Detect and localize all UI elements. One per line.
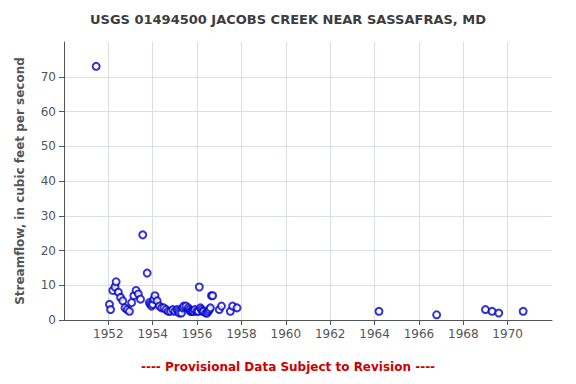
svg-text:1958: 1958 <box>226 327 257 341</box>
svg-text:1954: 1954 <box>137 327 168 341</box>
svg-text:0: 0 <box>48 313 56 327</box>
svg-text:Streamflow, in cubic feet per: Streamflow, in cubic feet per second <box>13 57 27 305</box>
svg-text:30: 30 <box>41 209 56 223</box>
svg-text:60: 60 <box>41 105 56 119</box>
svg-text:1960: 1960 <box>271 327 302 341</box>
svg-text:1970: 1970 <box>492 327 523 341</box>
svg-text:1952: 1952 <box>93 327 124 341</box>
svg-text:10: 10 <box>41 278 56 292</box>
svg-text:70: 70 <box>41 70 56 84</box>
svg-text:USGS 01494500 JACOBS CREEK NEA: USGS 01494500 JACOBS CREEK NEAR SASSAFRA… <box>90 12 486 27</box>
svg-text:50: 50 <box>41 139 56 153</box>
svg-text:1968: 1968 <box>448 327 479 341</box>
svg-text:1966: 1966 <box>404 327 435 341</box>
svg-text:1956: 1956 <box>182 327 213 341</box>
svg-text:20: 20 <box>41 244 56 258</box>
svg-text:1964: 1964 <box>359 327 390 341</box>
svg-text:1962: 1962 <box>315 327 346 341</box>
svg-text:40: 40 <box>41 174 56 188</box>
svg-text:---- Provisional Data Subject: ---- Provisional Data Subject to Revisio… <box>141 360 435 374</box>
